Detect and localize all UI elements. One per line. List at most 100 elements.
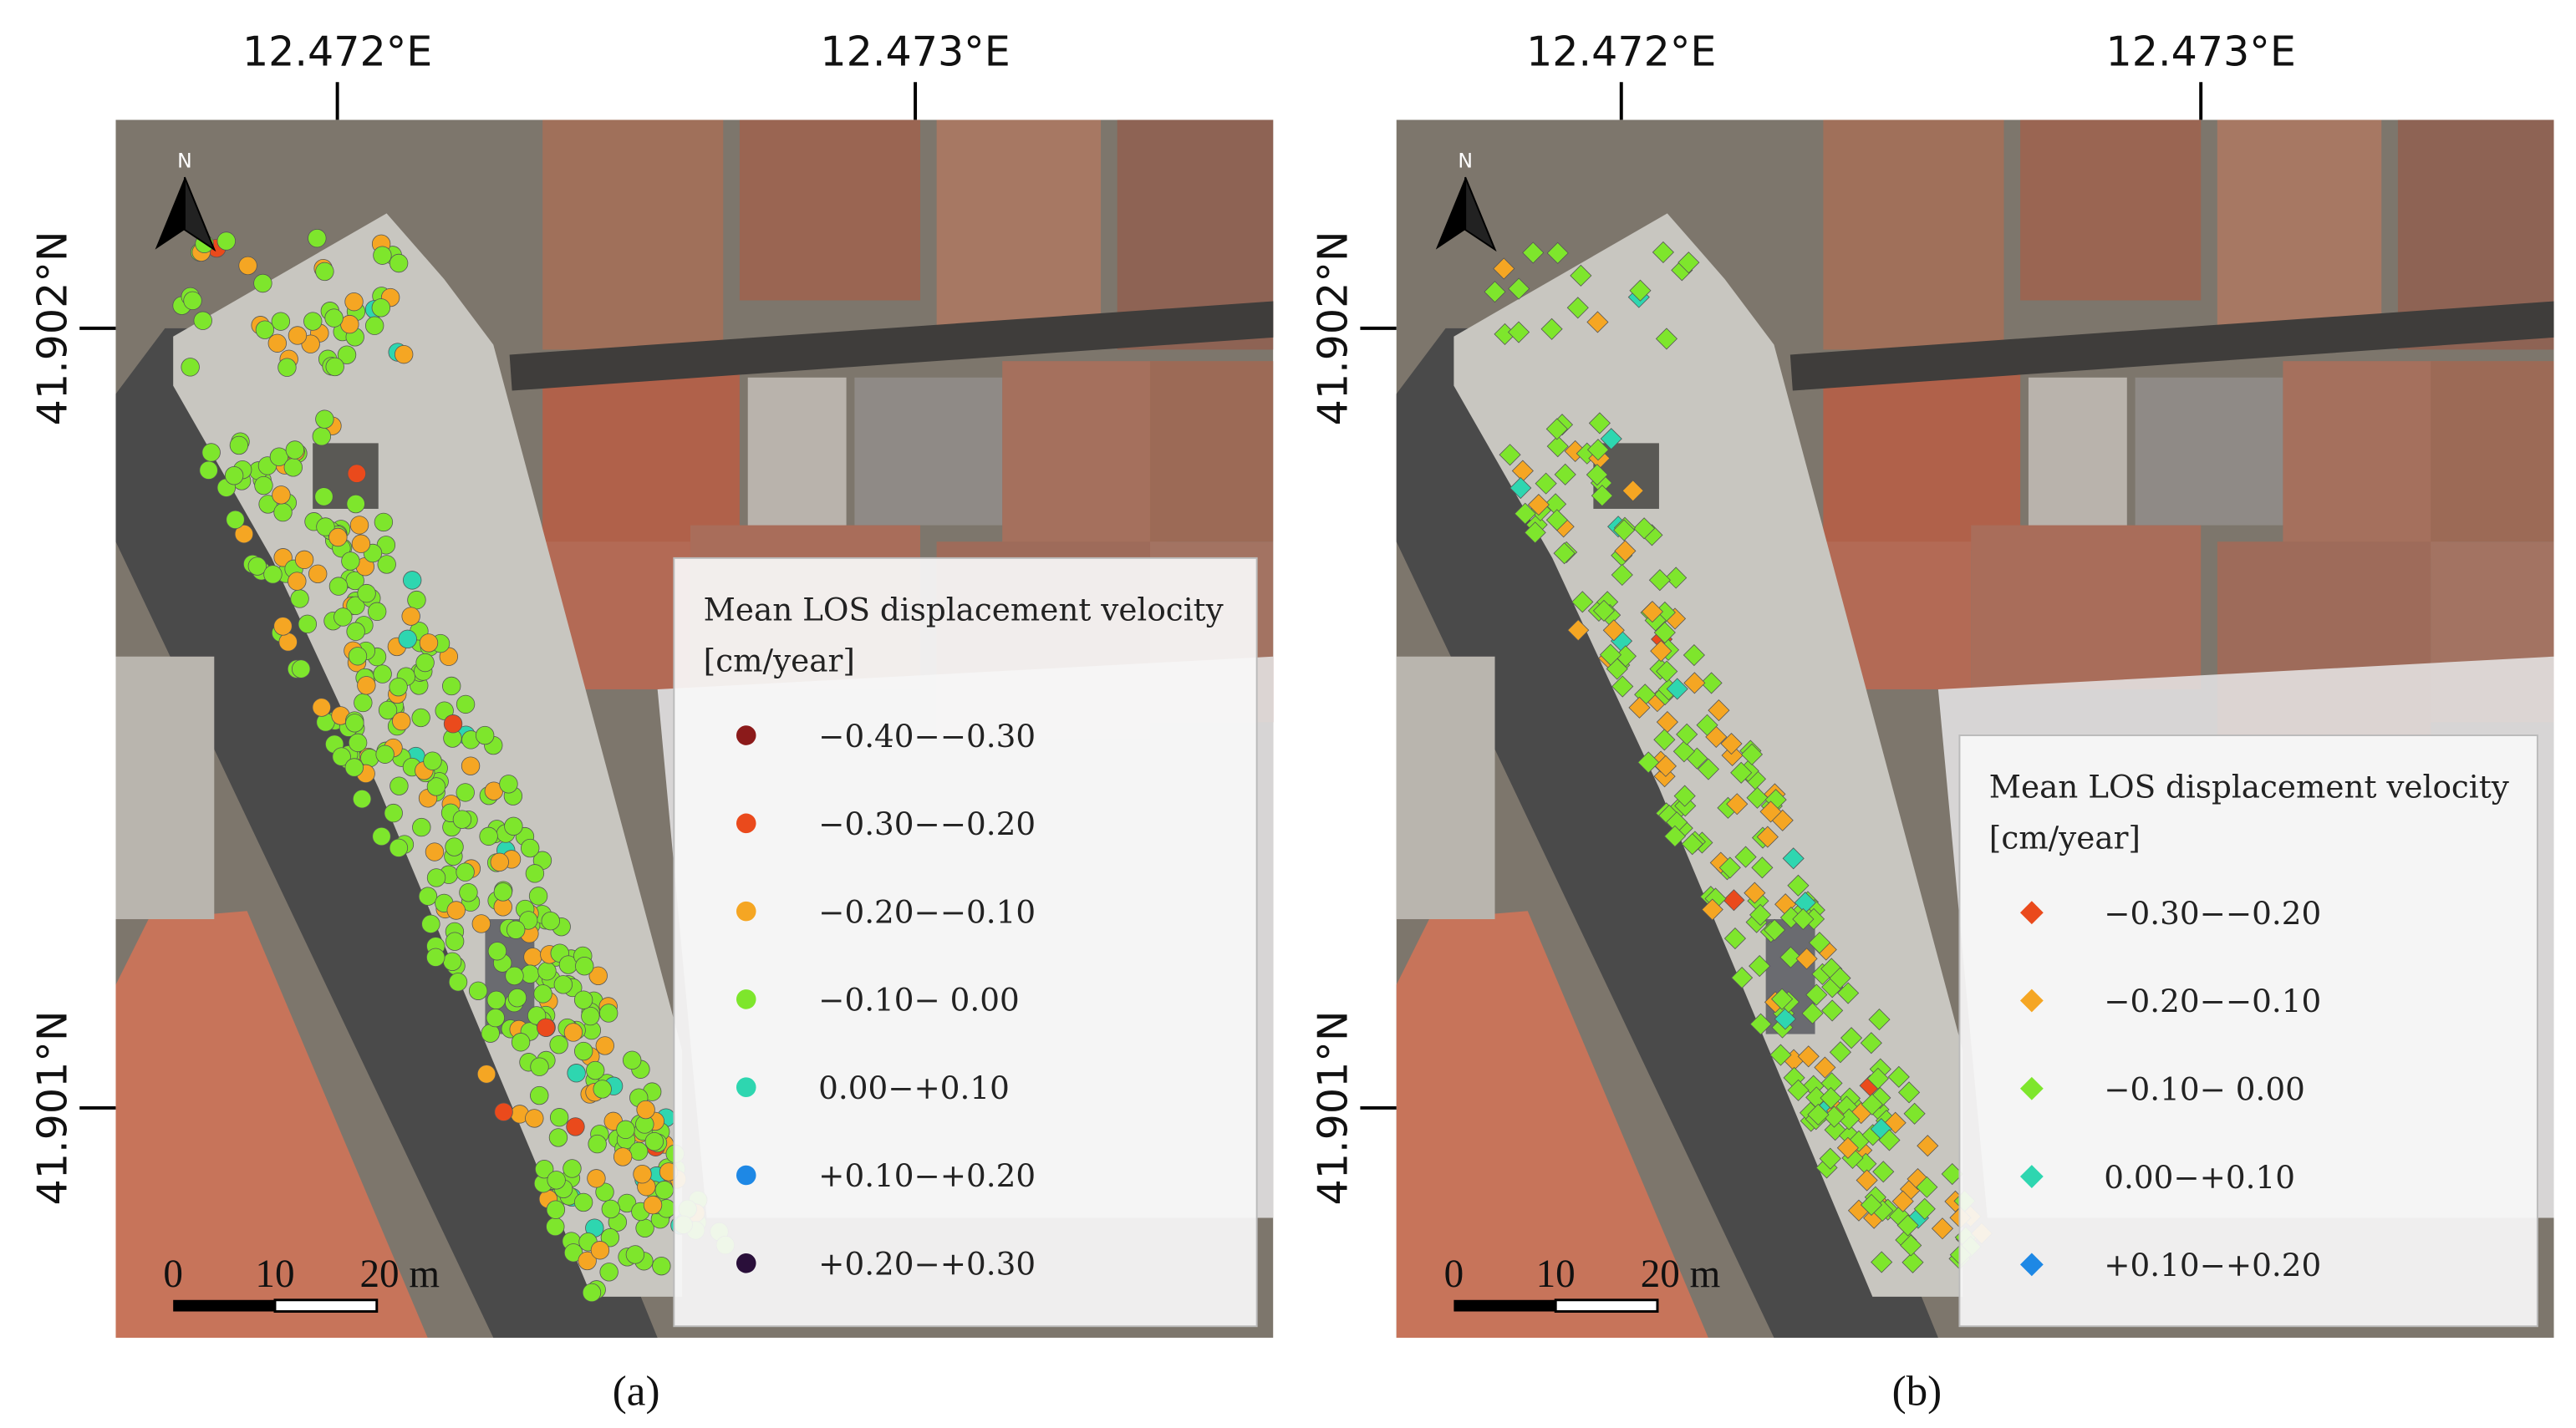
ps-point	[1774, 1008, 1796, 1030]
ps-point	[1571, 591, 1594, 613]
scale-bar-label: 0	[1444, 1253, 1464, 1296]
ps-point	[1611, 563, 1633, 587]
ps-point	[537, 1018, 556, 1037]
ps-point	[354, 693, 373, 713]
scale-bar-label: 10	[1536, 1253, 1576, 1296]
ps-point	[1878, 1129, 1901, 1151]
ps-point	[1673, 785, 1696, 807]
ps-point	[505, 966, 524, 986]
ps-point	[486, 990, 506, 1010]
ps-point	[435, 701, 454, 720]
ps-point	[1807, 1103, 1830, 1126]
ps-point	[254, 475, 273, 495]
ps-point	[1941, 1162, 1963, 1186]
ps-point	[328, 577, 349, 596]
ps-point	[312, 698, 331, 717]
north-arrow-right	[1464, 176, 1497, 252]
ps-point	[525, 864, 545, 883]
ps-point	[1653, 729, 1676, 751]
ps-point	[1553, 542, 1576, 565]
ps-point	[1814, 1056, 1836, 1079]
ps-point	[324, 308, 344, 328]
ps-point	[1787, 1079, 1810, 1101]
ps-point	[277, 358, 297, 377]
map-panel: N 0 10 20 m Mean LOS displacement velocity [c…	[28, 28, 1274, 1415]
ps-point	[364, 316, 384, 335]
ps-point	[1614, 645, 1637, 668]
ps-point	[315, 409, 334, 429]
ps-point	[445, 932, 465, 951]
legend-label: −0.10− 0.00	[2104, 1071, 2305, 1108]
ps-point	[1718, 856, 1741, 879]
ps-point	[441, 676, 461, 696]
ps-point	[623, 1050, 642, 1070]
roof	[936, 119, 1102, 333]
legend-marker	[2019, 1165, 2044, 1188]
ps-point	[373, 246, 392, 265]
ps-point	[389, 838, 409, 857]
ps-point	[588, 1134, 607, 1154]
ps-point	[421, 914, 440, 934]
ps-point	[1602, 619, 1625, 642]
ps-point	[476, 1065, 496, 1084]
ps-point	[201, 443, 221, 462]
ps-point	[423, 751, 442, 770]
ps-point	[247, 556, 267, 576]
ps-point	[389, 253, 409, 273]
legend-marker	[736, 989, 756, 1009]
ps-point	[224, 465, 244, 485]
legend-unit: [cm/year]	[1989, 820, 2141, 856]
ps-point	[456, 694, 476, 714]
ps-point	[398, 629, 417, 648]
lon-tick-label: 12.472°E	[1526, 28, 1716, 76]
sidewalk	[1396, 656, 1495, 920]
ps-point	[325, 357, 344, 377]
ps-point	[452, 810, 472, 829]
ps-point	[315, 262, 334, 282]
ps-point	[1540, 318, 1563, 340]
ps-point	[1567, 619, 1590, 642]
ps-point	[1628, 696, 1651, 719]
ps-point	[375, 744, 395, 764]
ps-point	[1726, 793, 1749, 816]
ps-point	[598, 1004, 619, 1023]
ps-point	[1749, 1013, 1772, 1035]
legend-label: +0.10−+0.20	[818, 1157, 1036, 1194]
north-label: N	[1458, 149, 1473, 172]
roof	[1149, 361, 1274, 542]
ps-point	[1872, 1161, 1895, 1183]
ps-point	[1600, 428, 1622, 450]
ps-point	[1511, 460, 1534, 482]
ps-point	[475, 725, 495, 745]
street	[509, 301, 1274, 391]
ps-point	[351, 534, 371, 553]
building-footprint	[1453, 213, 1963, 1297]
ps-point	[643, 1195, 663, 1215]
scale-bar-black	[173, 1299, 275, 1312]
ps-point	[546, 1200, 566, 1219]
roof	[2135, 377, 2283, 526]
ps-point	[344, 292, 364, 312]
ps-point	[1723, 889, 1745, 912]
ps-point	[1665, 567, 1688, 589]
ps-point	[352, 789, 372, 809]
ps-point	[412, 817, 431, 837]
ps-point	[1868, 1009, 1891, 1031]
ps-point	[216, 231, 236, 251]
ps-point	[1641, 600, 1663, 623]
ps-point	[291, 659, 311, 678]
ps-point	[573, 1041, 593, 1061]
ps-point	[1656, 660, 1678, 683]
lat-tick-label: 41.901°N	[1309, 1010, 1357, 1205]
ps-point	[411, 708, 430, 728]
ps-point	[360, 748, 379, 768]
ps-point	[1860, 1193, 1883, 1217]
ps-point	[1681, 833, 1703, 856]
ps-point	[328, 527, 348, 547]
scale-bar-black	[1453, 1299, 1556, 1312]
legend-marker	[2019, 1253, 2044, 1277]
ps-point	[1805, 1086, 1828, 1109]
ps-point	[1697, 758, 1720, 780]
ps-point	[629, 1141, 649, 1161]
ps-point	[1829, 967, 1851, 989]
